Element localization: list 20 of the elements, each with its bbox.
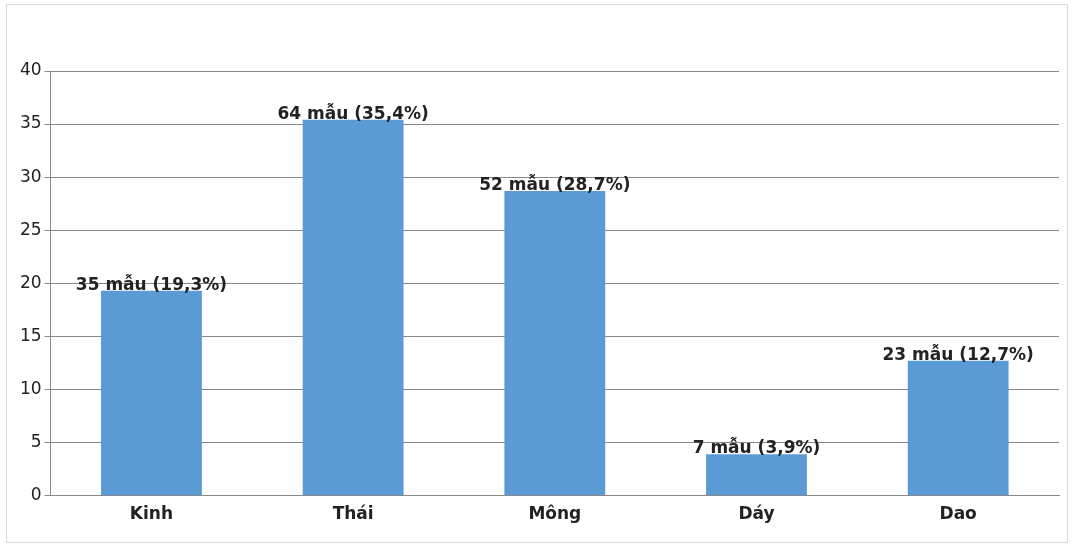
- data-label: 7 mẫu (3,9%): [692, 436, 821, 458]
- y-tick-label: 25: [19, 218, 42, 239]
- x-tick-label: Mông: [528, 503, 582, 524]
- y-tick-label: 5: [30, 430, 42, 451]
- data-label: 52 mẫu (28,7%): [479, 172, 631, 194]
- data-label: 64 mẫu (35,4%): [277, 101, 429, 123]
- y-tick-label: 30: [19, 165, 42, 186]
- y-tick-label: 15: [19, 324, 42, 345]
- x-tick-label: Kinh: [129, 503, 174, 524]
- y-tick-label: 10: [19, 377, 42, 398]
- y-tick-label: 20: [19, 271, 42, 292]
- bar: [706, 454, 807, 496]
- x-tick-label: Thái: [332, 503, 374, 524]
- data-label: 35 mẫu (19,3%): [75, 272, 228, 294]
- x-tick-label: Dao: [939, 503, 977, 524]
- data-label: 23 mẫu (12,7%): [882, 342, 1034, 364]
- y-tick-label: 35: [19, 112, 42, 133]
- y-tick-label: 0: [30, 484, 42, 505]
- y-tick-label: 40: [19, 59, 42, 80]
- x-tick-label: Dáy: [738, 503, 775, 524]
